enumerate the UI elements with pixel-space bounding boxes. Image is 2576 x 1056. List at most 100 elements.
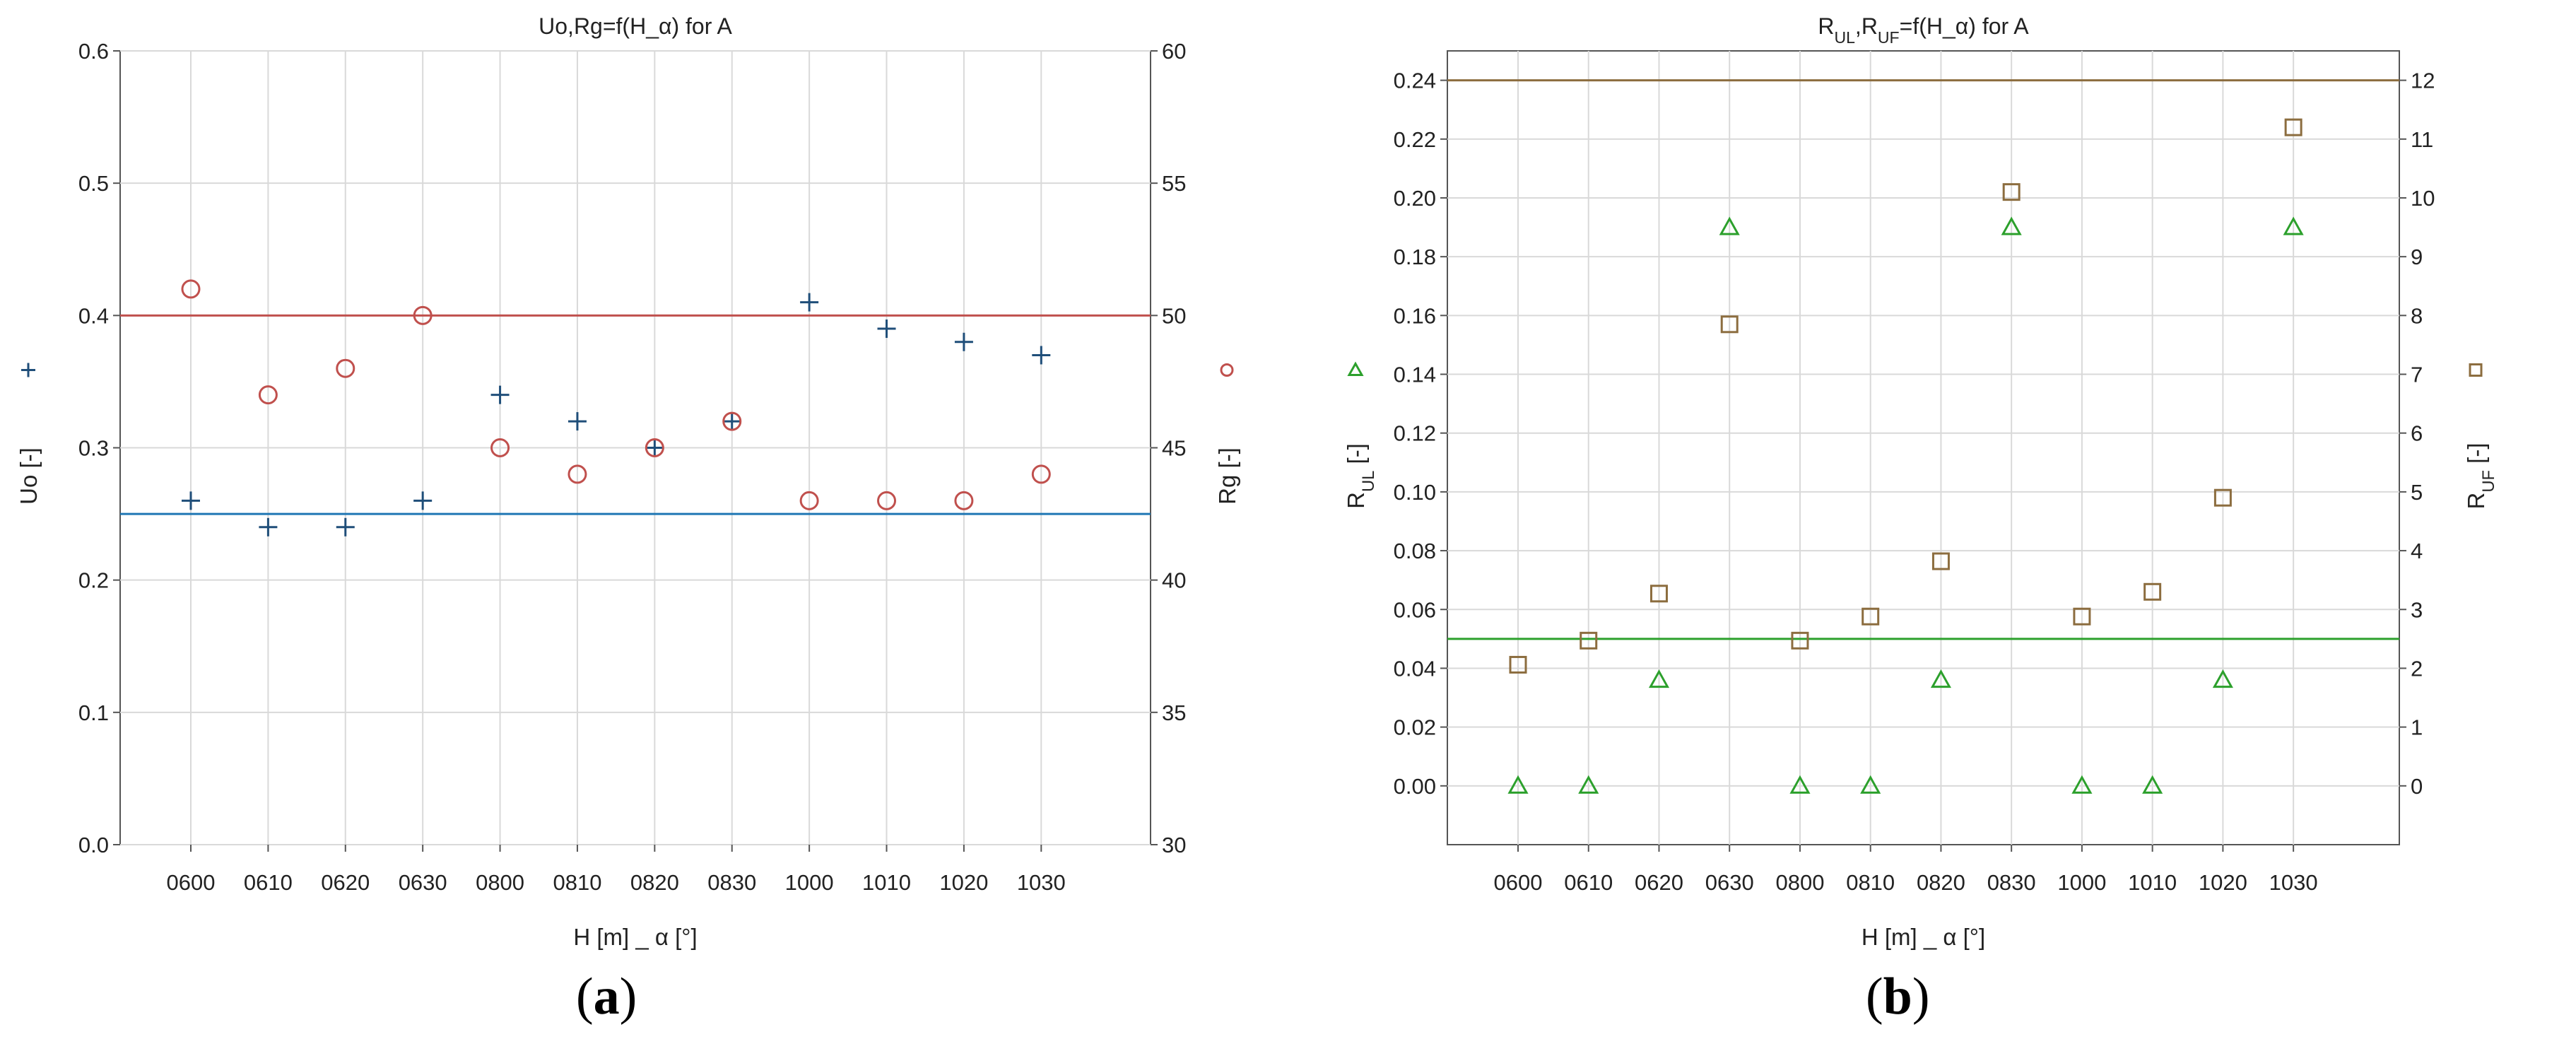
x-tick-label: 0810	[553, 870, 601, 895]
plus-marker	[722, 412, 741, 431]
right-axis-label: RUF [-]	[2463, 442, 2498, 509]
left-tick-label: 0.02	[1394, 715, 1436, 740]
plus-marker	[954, 332, 973, 351]
left-tick-label: 0.5	[78, 171, 109, 196]
triangle-marker	[2142, 775, 2163, 794]
square-marker	[1649, 585, 1668, 603]
chart-title-part: =f(H_α) for A	[1900, 13, 2030, 39]
x-tick-label: 1000	[785, 870, 834, 895]
left-axis-label: Uo [-]	[16, 447, 42, 505]
square-marker	[1862, 607, 1880, 626]
right-tick-label: 3	[2411, 597, 2423, 622]
right-tick-label: 50	[1162, 303, 1186, 328]
right-legend-symbol	[2469, 363, 2483, 377]
x-tick-label: 0830	[1987, 870, 2036, 895]
circle-marker	[490, 438, 510, 457]
square-marker	[1580, 631, 1598, 650]
right-axis-label: Rg [-]	[1214, 447, 1240, 505]
square-marker	[1931, 552, 1950, 570]
left-tick-label: 0.3	[78, 436, 109, 461]
right-tick-label: 8	[2411, 303, 2423, 328]
x-tick-label: 1020	[939, 870, 988, 895]
chart-title-part: ,R	[1855, 13, 1878, 39]
right-tick-label: 2	[2411, 656, 2423, 681]
left-tick-label: 0.16	[1394, 303, 1436, 328]
triangle-marker	[1578, 775, 1599, 794]
square-marker	[2002, 183, 2021, 201]
triangle-marker	[2212, 669, 2233, 688]
triangle-marker	[1507, 775, 1529, 794]
right-axis-label-part: [-]	[2463, 442, 2489, 470]
left-tick-label: 0.22	[1394, 127, 1436, 152]
left-tick-label: 0.18	[1394, 245, 1436, 269]
triangle-marker	[2283, 216, 2304, 235]
right-tick-label: 10	[2411, 186, 2435, 211]
left-tick-label: 0.6	[78, 39, 109, 64]
left-axis-label: RUL [-]	[1343, 443, 1378, 509]
triangle-marker	[1719, 216, 1740, 235]
plus-marker	[336, 517, 355, 536]
x-tick-label: 0600	[167, 870, 216, 895]
chart-panel-a: 0.0 0.1 0.2 0.3 0.4 0.5 0.6 30 35 40 45 50 55 60 0600 0…	[16, 13, 1240, 950]
left-legend-symbol	[1347, 361, 1364, 376]
circle-marker	[799, 491, 819, 510]
panel-label-a: (a)	[576, 968, 637, 1026]
x-tick-label: 0630	[399, 870, 447, 895]
left-axis-label-part: R	[1343, 492, 1369, 509]
left-tick-label: 0.24	[1394, 69, 1436, 93]
right-tick-label: 55	[1162, 171, 1186, 196]
left-tick-label: 0.00	[1394, 774, 1436, 799]
right-tick-label: 9	[2411, 245, 2423, 269]
right-axis-label-part: UF	[2479, 470, 2498, 493]
x-tick-label: 1010	[2128, 870, 2177, 895]
right-tick-label: 4	[2411, 539, 2423, 563]
right-tick-label: 35	[1162, 700, 1186, 725]
square-marker	[2143, 582, 2162, 601]
x-tick-label: 0830	[707, 870, 756, 895]
plus-marker	[567, 412, 587, 431]
right-tick-label: 60	[1162, 39, 1186, 64]
x-tick-label: 0620	[321, 870, 370, 895]
x-axis-label: H [m] _ α [°]	[573, 924, 697, 950]
square-marker	[1509, 655, 1527, 674]
circle-marker	[722, 411, 742, 431]
x-tick-label: 0820	[1917, 870, 1965, 895]
x-tick-label: 0600	[1494, 870, 1543, 895]
right-tick-label: 30	[1162, 833, 1186, 857]
x-tick-label: 0800	[476, 870, 524, 895]
x-tick-label: 1000	[2057, 870, 2106, 895]
right-tick-label: 0	[2411, 774, 2423, 799]
triangle-marker	[1930, 669, 1951, 688]
triangle-marker	[2001, 216, 2022, 235]
triangle-marker	[1648, 669, 1670, 688]
chart-panel-b: 0.00 0.02 0.04 0.06 0.08 0.10 0.12 0.14 0.16 0.18…	[1343, 13, 2498, 950]
x-tick-label: 1030	[1017, 870, 1066, 895]
left-tick-label: 0.4	[78, 303, 109, 328]
plot-frame	[1447, 50, 2400, 845]
x-tick-label: 0620	[1635, 870, 1683, 895]
circle-marker	[645, 438, 664, 457]
left-tick-label: 0.10	[1394, 480, 1436, 505]
right-axis-label-part: R	[2463, 493, 2489, 510]
square-marker	[1791, 631, 1809, 650]
left-tick-label: 0.06	[1394, 597, 1436, 622]
left-tick-label: 0.2	[78, 568, 109, 593]
triangle-marker	[1789, 775, 1811, 794]
right-tick-label: 11	[2411, 127, 2433, 152]
right-legend-symbol	[1220, 363, 1234, 377]
left-tick-label: 0.20	[1394, 186, 1436, 211]
left-tick-label: 0.04	[1394, 656, 1436, 681]
plus-marker	[182, 491, 200, 510]
plus-marker	[259, 517, 278, 536]
x-tick-label: 0820	[630, 870, 679, 895]
x-tick-label: 0630	[1705, 870, 1754, 895]
circle-marker	[258, 385, 278, 405]
x-tick-label: 1010	[862, 870, 911, 895]
circle-marker	[413, 305, 433, 325]
plus-marker	[1032, 346, 1051, 365]
x-tick-label: 1030	[2269, 870, 2318, 895]
right-tick-label: 1	[2411, 715, 2423, 740]
plus-marker	[490, 385, 510, 404]
x-tick-label: 0810	[1846, 870, 1895, 895]
